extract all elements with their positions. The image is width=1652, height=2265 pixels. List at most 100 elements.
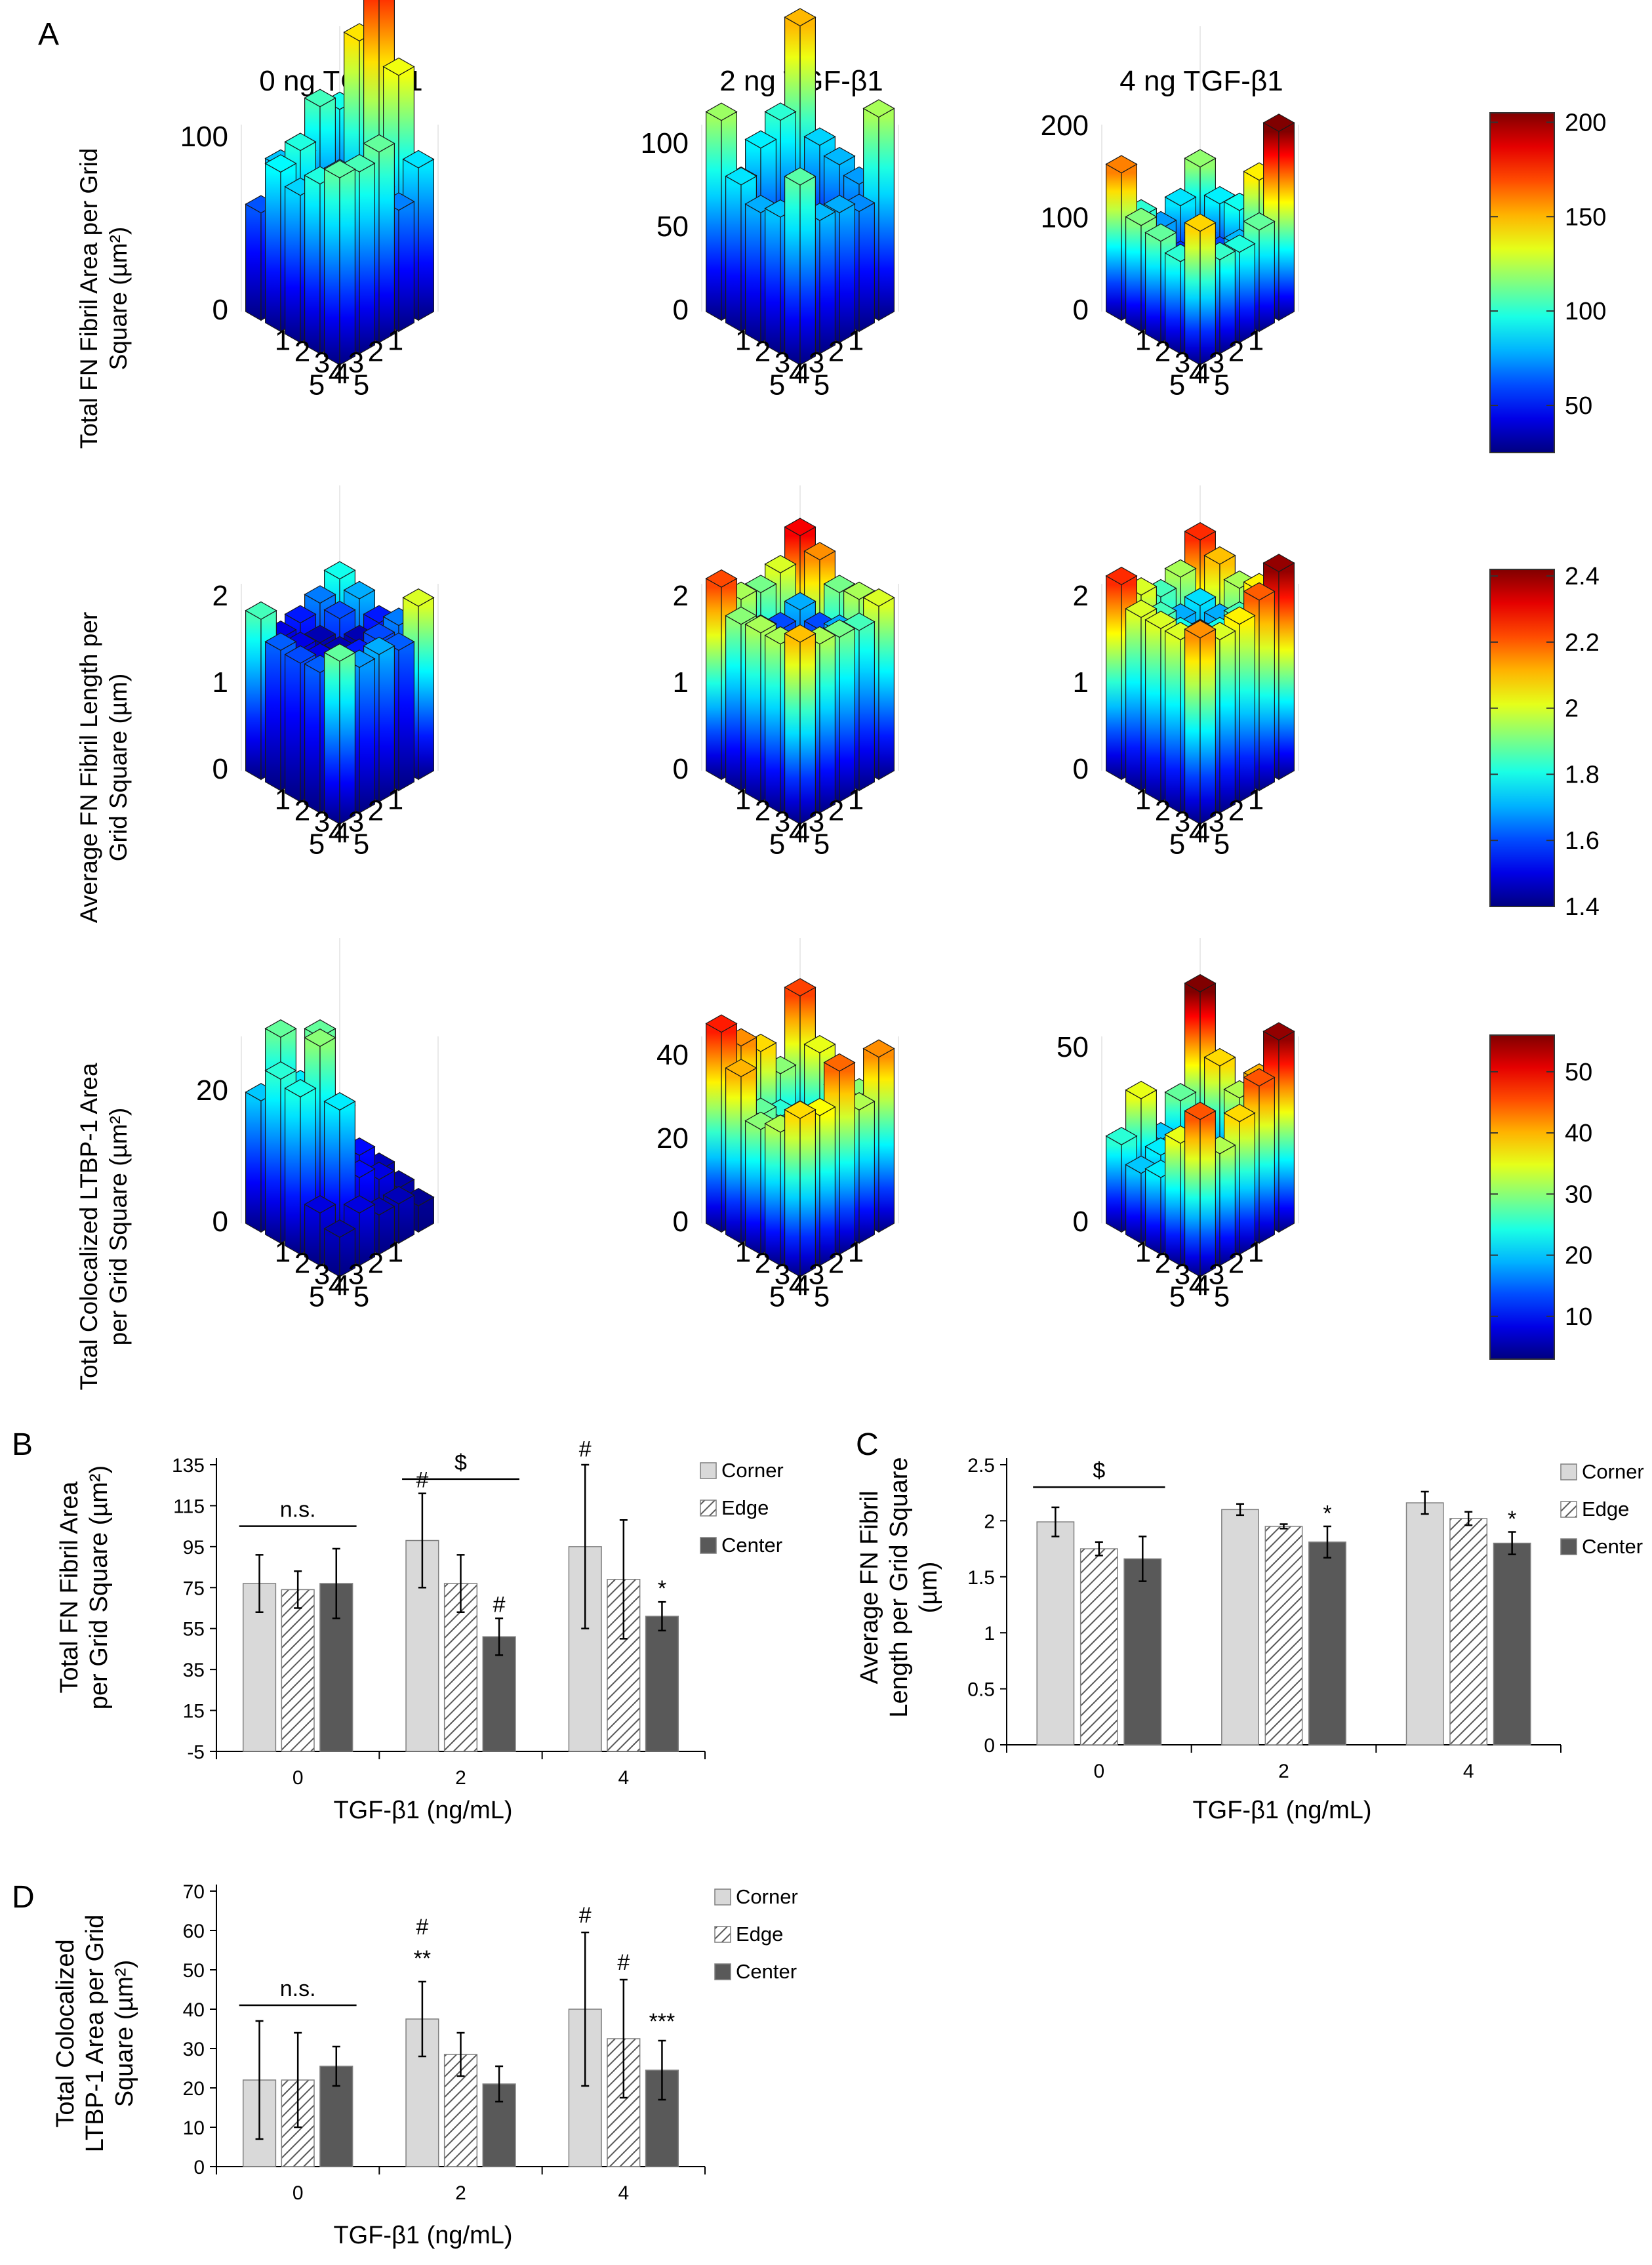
bar3d-side-face — [324, 168, 340, 366]
bar3d-top-face — [1184, 213, 1217, 232]
bar3d-side-face — [799, 175, 816, 366]
grid-index-label: 3 — [809, 806, 824, 838]
bar3d-side-face — [1144, 619, 1161, 803]
column-title-4ng: 4 ng TGF-β1 — [1119, 65, 1283, 97]
bar3d-top-face — [1223, 234, 1256, 253]
grid-index-label: 1 — [1135, 1236, 1151, 1269]
bar3d-top-face — [784, 978, 816, 996]
colorbar-tick-label: 2.4 — [1565, 563, 1600, 590]
z-tick-label: 0 — [212, 1206, 228, 1238]
bar-corner — [1036, 1521, 1075, 1745]
bar3d-top-face — [705, 1014, 738, 1033]
bar3d-top-face — [725, 167, 757, 186]
x-tick-label: 4 — [1463, 1761, 1474, 1782]
panel-label-c: C — [856, 1427, 879, 1462]
colorbar-tick-label: 1.8 — [1565, 761, 1600, 788]
bar-center — [645, 1616, 679, 1752]
bar-corner — [242, 1583, 277, 1752]
bar3d-side-face — [324, 651, 340, 825]
bar3d-top-face — [323, 1219, 356, 1238]
bar-center — [1123, 1558, 1162, 1745]
x-tick-label: 4 — [618, 1767, 629, 1789]
significance-marker: # — [579, 1437, 592, 1462]
y-tick-label: 60 — [183, 1921, 205, 1942]
bar3d-top-face — [784, 1100, 816, 1119]
grid-index-label: 5 — [1214, 1281, 1230, 1313]
z-tick-label: 1 — [673, 666, 689, 699]
y-tick-label: 135 — [172, 1455, 205, 1477]
bar3d-top-face — [264, 632, 297, 651]
bar-edge — [281, 1589, 315, 1752]
bar3d-top-face — [764, 102, 797, 121]
colorbar-tick-label: 20 — [1565, 1242, 1592, 1270]
grid-index-label: 2 — [1228, 336, 1244, 368]
bar-edge — [1079, 1548, 1118, 1745]
bar3d-side-face — [784, 175, 801, 366]
legend-label-edge: Edge — [721, 1496, 769, 1519]
bar3d-top-face — [304, 89, 336, 108]
chart-d-ylabel-line3: Square (µm²) — [111, 1960, 138, 2108]
y-tick-label: 20 — [183, 2078, 205, 2100]
y-tick-label: 1.5 — [967, 1567, 995, 1589]
colorbar-tick-label: 2.2 — [1565, 629, 1600, 657]
grid-index-label: 2 — [1155, 1248, 1171, 1280]
z-tick-label: 100 — [641, 127, 689, 159]
colorbar-ltbp: 50 40 30 20 10 — [1489, 1034, 1592, 1360]
grid-index-label: 3 — [314, 1259, 330, 1291]
legend-label-center: Center — [1582, 1535, 1643, 1558]
z-tick-label: 0 — [1073, 294, 1089, 326]
grid-index-label: 3 — [809, 347, 824, 379]
bar3d-side-face — [764, 634, 781, 814]
bar3d-top-face — [1223, 606, 1256, 625]
y-tick-label: 0 — [193, 2157, 205, 2178]
bar3d-top-face — [862, 588, 895, 607]
x-tick-label: 2 — [1278, 1761, 1289, 1782]
significance-marker: # — [579, 1903, 592, 1928]
bar3d-top-face — [284, 645, 317, 664]
grid-index-label: 3 — [1175, 1259, 1190, 1291]
bar3d-side-face — [705, 1023, 722, 1233]
bar3d-top-face — [1243, 212, 1276, 231]
bar3d-side-face — [245, 203, 262, 321]
grid-index-label: 4 — [329, 358, 344, 390]
bar3d-top-face — [1184, 620, 1217, 639]
grid-index-label: 3 — [348, 1259, 364, 1291]
bar3d-side-face — [1278, 562, 1295, 781]
grid-index-label: 1 — [1248, 1236, 1264, 1269]
grid-index-label: 2 — [828, 795, 844, 827]
bar3d-side-face — [265, 163, 281, 333]
bar3d-top-face — [1184, 1101, 1217, 1120]
grid-index-label: 2 — [1155, 336, 1171, 368]
z-tick-label: 0 — [1073, 753, 1089, 785]
bar-center — [1493, 1542, 1531, 1745]
x-tick-label: 2 — [455, 2182, 466, 2204]
bar3d-side-face — [1125, 1164, 1142, 1244]
grid-index-label: 3 — [775, 1259, 790, 1291]
significance-marker: * — [658, 1576, 666, 1601]
grid-index-label: 3 — [1209, 806, 1224, 838]
bar-corner — [1405, 1502, 1444, 1745]
bar3d-side-face — [1184, 222, 1201, 366]
significance-label: n.s. — [280, 1498, 316, 1522]
bar3d-top-face — [1262, 1022, 1295, 1041]
grid-index-label: 3 — [1175, 806, 1190, 838]
bar3d-side-face — [1164, 630, 1181, 814]
bar-edge — [1449, 1518, 1488, 1745]
bar3d-top-face — [284, 1079, 317, 1097]
legend-swatch-edge — [1560, 1501, 1577, 1518]
bar3d-top-face — [284, 605, 317, 624]
bar3d-top-face — [1262, 554, 1295, 573]
bar3d-top-face — [323, 561, 356, 580]
chart-d-ylabel-line1: Total Colocalized — [52, 1939, 79, 2127]
bar3d-side-face — [858, 202, 876, 333]
bar3d-side-face — [819, 634, 836, 814]
y-tick-label: 50 — [183, 1960, 205, 1982]
grid-index-label: 1 — [275, 1236, 291, 1269]
y-tick-label: 95 — [183, 1537, 205, 1559]
grid-index-label: 4 — [794, 1270, 810, 1302]
grid-index-label: 4 — [1194, 358, 1210, 390]
colorbar-tick-label: 40 — [1565, 1120, 1592, 1147]
grid-index-label: 4 — [794, 817, 810, 849]
